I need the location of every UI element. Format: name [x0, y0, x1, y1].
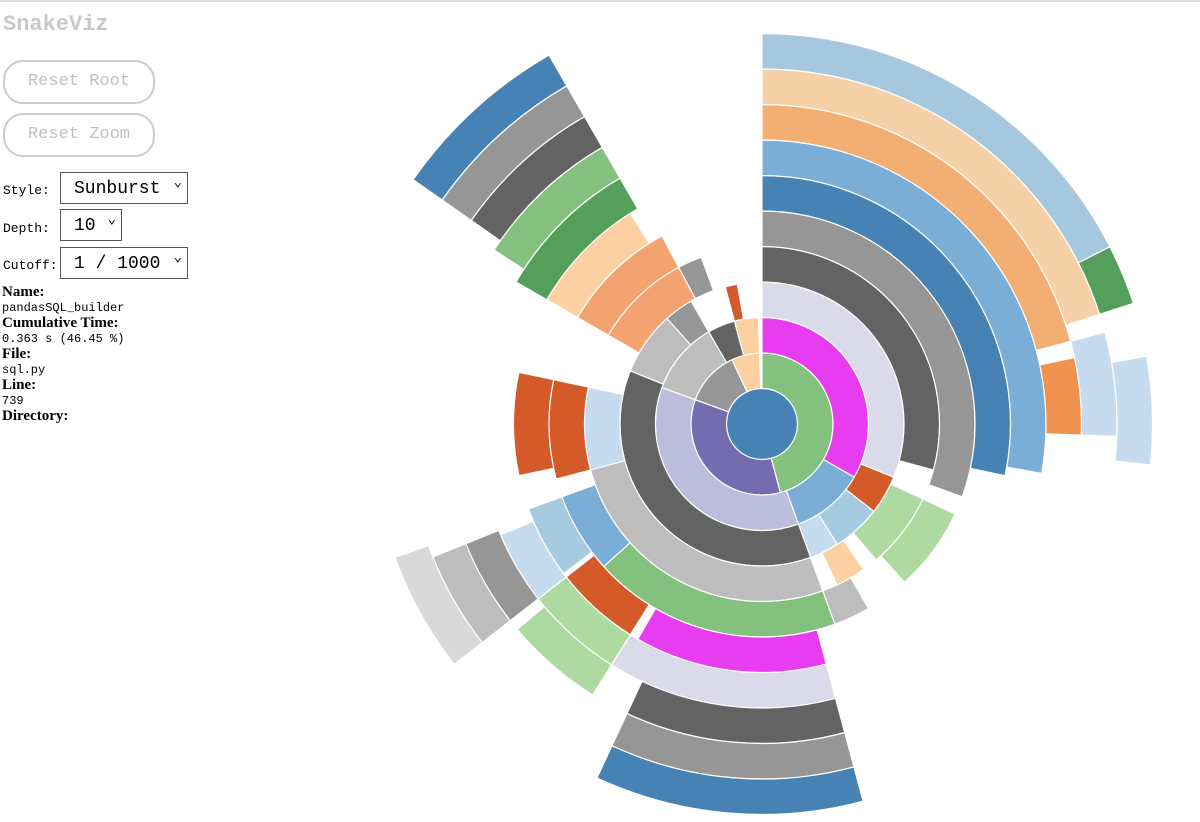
info-label: Directory:	[2, 408, 69, 424]
info-label: Name:	[2, 284, 45, 300]
sunburst-arc[interactable]	[1039, 356, 1083, 436]
info-label: Cumulative Time:	[2, 315, 119, 331]
info-value: 0.363 s (46.45 %)	[2, 331, 125, 346]
style-label: Style:	[3, 183, 50, 198]
info-value: 739	[2, 393, 24, 408]
style-select[interactable]: Sunburst	[60, 167, 188, 204]
info-value: sql.py	[2, 362, 46, 377]
sunburst-arc[interactable]	[1077, 245, 1135, 316]
sunburst-arc[interactable]	[1110, 355, 1154, 466]
sunburst-arc[interactable]	[821, 539, 865, 586]
depth-label: Depth:	[3, 221, 50, 236]
info-label: File:	[2, 346, 32, 362]
info-panel: Name: pandasSQL_builder Cumulative Time:…	[2, 284, 125, 425]
sunburst-arc[interactable]	[394, 544, 484, 666]
cutoff-select[interactable]: 1 / 1000	[60, 242, 188, 279]
sunburst-arc[interactable]	[512, 371, 555, 477]
sunburst-arc[interactable]	[583, 386, 626, 471]
sunburst-arc[interactable]	[596, 744, 864, 816]
reset-zoom-button[interactable]: Reset Zoom	[3, 113, 155, 157]
sunburst-arc[interactable]	[724, 283, 745, 322]
info-label: Line:	[2, 377, 37, 393]
cutoff-label: Cutoff:	[3, 258, 58, 273]
sunburst-arc[interactable]	[412, 54, 568, 201]
reset-root-button[interactable]: Reset Root	[3, 60, 155, 104]
depth-select[interactable]: 10	[60, 204, 122, 241]
sunburst-arc[interactable]	[879, 498, 956, 584]
sunburst-arc[interactable]	[677, 256, 715, 300]
info-value: pandasSQL_builder	[2, 300, 125, 315]
app-title: SnakeViz	[3, 12, 109, 37]
sunburst-arc[interactable]	[548, 379, 592, 480]
sunburst-arc[interactable]	[516, 605, 613, 696]
